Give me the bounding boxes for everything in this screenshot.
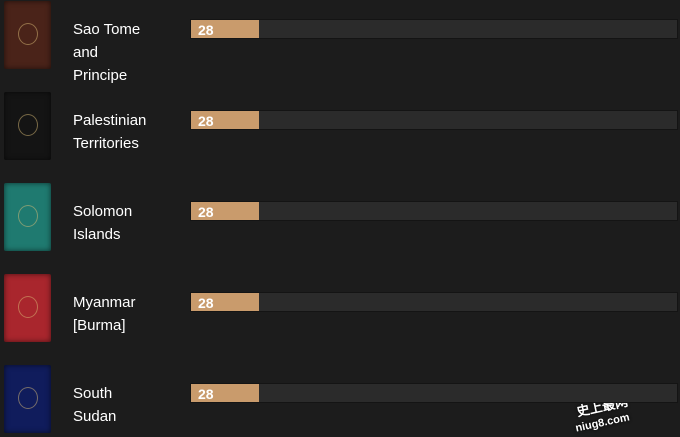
bar bbox=[191, 384, 260, 402]
value-label: 28 bbox=[198, 22, 214, 38]
bar bbox=[191, 293, 260, 311]
country-name: Myanmar [Burma] bbox=[73, 294, 136, 334]
bar bbox=[191, 202, 260, 220]
value-label: 28 bbox=[198, 295, 214, 311]
passport-image bbox=[4, 274, 51, 342]
passport-image bbox=[4, 183, 51, 251]
country-name: Sao Tome and Principe bbox=[73, 21, 141, 84]
bar-track: 28 bbox=[190, 201, 678, 221]
bar-track: 28 bbox=[190, 19, 678, 39]
country-name: Palestinian Territories bbox=[73, 112, 147, 152]
passport-image bbox=[4, 92, 51, 160]
bar bbox=[191, 20, 260, 38]
bar bbox=[191, 111, 260, 129]
country-name: Solomon Islands bbox=[73, 203, 133, 243]
country-name: South Sudan bbox=[73, 385, 117, 425]
passport-image bbox=[4, 1, 51, 69]
passport-image bbox=[4, 365, 51, 433]
bar-track: 28 bbox=[190, 292, 678, 312]
bar-track: 28 bbox=[190, 383, 678, 403]
value-label: 28 bbox=[198, 204, 214, 220]
value-label: 28 bbox=[198, 113, 214, 129]
bar-track: 28 bbox=[190, 110, 678, 130]
value-label: 28 bbox=[198, 386, 214, 402]
